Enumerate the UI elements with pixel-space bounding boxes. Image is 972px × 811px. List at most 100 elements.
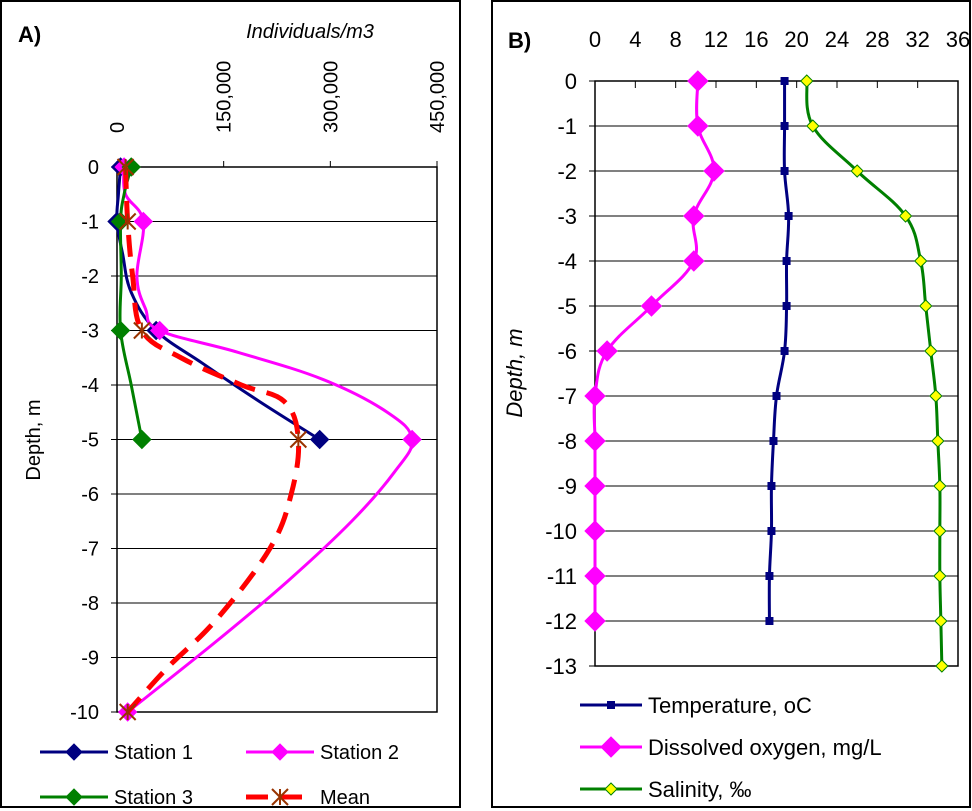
x-tick-label: 20	[784, 27, 808, 52]
legend-label: Station 1	[114, 742, 193, 764]
data-point	[596, 340, 618, 362]
legend-marker	[65, 743, 83, 761]
y-tick-label: -11	[547, 564, 577, 589]
y-tick-label: -6	[557, 339, 577, 364]
y-tick-label: -7	[557, 384, 577, 409]
legend-marker	[271, 743, 289, 761]
x-tick-label: 0	[107, 122, 129, 133]
legend-marker	[607, 701, 615, 709]
data-point	[850, 164, 864, 178]
legend-label: Station 3	[114, 787, 193, 809]
data-point	[584, 520, 606, 542]
y-tick-label: -4	[557, 249, 577, 274]
data-point	[782, 302, 791, 310]
legend-label: Dissolved oxygen, mg/L	[648, 735, 882, 760]
panel-a-title: Individuals/m3	[246, 21, 374, 43]
data-point	[118, 703, 137, 721]
legend-marker	[271, 788, 289, 806]
legend-label: Mean	[320, 787, 370, 809]
data-point	[402, 429, 422, 450]
data-point	[116, 158, 135, 176]
legend-label: Temperature, oC	[648, 693, 812, 718]
panel-a-plot: 0 -1 -2 -3 -4 -5 -6 -7 -8 -9 -10 0 150,000 300,000 450…	[70, 61, 449, 724]
data-point	[933, 569, 947, 583]
legend-label: Salinity, ‰	[648, 777, 752, 802]
panel-b-legend: Temperature, oC Dissolved oxygen, mg/L Sal…	[580, 693, 882, 802]
series-line	[123, 166, 302, 714]
legend-entry: Mean	[246, 787, 370, 809]
data-point	[132, 429, 152, 450]
y-tick-label: -8	[81, 593, 99, 615]
data-point	[640, 295, 663, 317]
series-salinity	[800, 74, 949, 673]
y-tick-label: -7	[81, 539, 99, 561]
y-tick-label: -10	[70, 702, 99, 724]
data-point	[934, 614, 948, 628]
legend-label: Station 2	[320, 742, 399, 764]
data-point	[780, 77, 789, 85]
data-point	[584, 385, 606, 407]
data-point	[683, 205, 705, 227]
data-point	[780, 167, 789, 175]
x-tick-label: 8	[670, 27, 682, 52]
series-line	[118, 166, 144, 440]
data-point	[933, 524, 947, 538]
y-tick-label: -9	[81, 648, 99, 670]
panel-a-legend: Station 1 Station 2 Station 3 Mean	[40, 742, 399, 809]
panel-a-ylabel: Depth, m	[23, 399, 45, 480]
x-tick-label: 12	[704, 27, 728, 52]
panel-a-plot-frame	[116, 166, 438, 713]
data-point	[765, 572, 774, 580]
data-point	[584, 565, 606, 587]
series-temperature	[765, 77, 793, 625]
panel-b-plot: 0 -1 -2 -3 -4 -5 -6 -7 -8 -9 -10 -11 -12 -13 0 4 8 12 16 20…	[545, 27, 970, 679]
data-point	[935, 659, 949, 673]
data-point	[784, 212, 793, 220]
data-point	[782, 257, 791, 265]
x-tick-label: 24	[825, 27, 849, 52]
data-point	[703, 160, 725, 182]
x-tick-label: 300,000	[320, 61, 342, 133]
y-tick-label: -5	[81, 430, 99, 452]
data-point	[780, 122, 789, 130]
y-tick-label: -3	[81, 321, 99, 343]
y-tick-label: -13	[545, 654, 577, 679]
y-tick-label: -1	[557, 114, 577, 139]
y-tick-label: -4	[81, 375, 99, 397]
legend-marker	[600, 736, 622, 758]
data-point	[289, 430, 308, 449]
legend-entry: Station 3	[40, 787, 193, 809]
data-point	[772, 392, 781, 400]
data-point	[309, 429, 330, 450]
data-point	[584, 430, 606, 452]
data-point	[110, 320, 131, 341]
panel-b-ylabel: Depth, m	[502, 328, 527, 417]
x-tick-label: 4	[629, 27, 641, 52]
y-tick-label: -2	[557, 159, 577, 184]
series-line	[122, 166, 414, 714]
data-point	[118, 212, 137, 231]
x-tick-label: 32	[905, 27, 929, 52]
data-point	[919, 299, 933, 313]
data-point	[767, 482, 776, 490]
y-tick-label: -9	[557, 474, 577, 499]
x-tick-label: 28	[865, 27, 889, 52]
y-tick-label: -3	[557, 204, 577, 229]
data-point	[765, 617, 774, 625]
data-point	[800, 74, 814, 88]
data-point	[149, 320, 170, 341]
data-point	[780, 347, 789, 355]
data-point	[898, 209, 913, 223]
data-point	[924, 344, 938, 358]
y-tick-label: 0	[88, 157, 99, 179]
y-tick-label: -2	[81, 266, 99, 288]
x-tick-label: 0	[589, 27, 601, 52]
series-dissolved-oxygen	[584, 70, 725, 632]
panel-b-plot-frame	[594, 80, 959, 667]
x-tick-label: 150,000	[214, 61, 236, 133]
x-tick-label: 36	[946, 27, 970, 52]
data-point	[687, 115, 709, 137]
data-point	[687, 70, 709, 92]
panel-a: A) Individuals/m3 Depth, m 0 -1 -2 -3 -4 -5 -6…	[0, 0, 461, 809]
